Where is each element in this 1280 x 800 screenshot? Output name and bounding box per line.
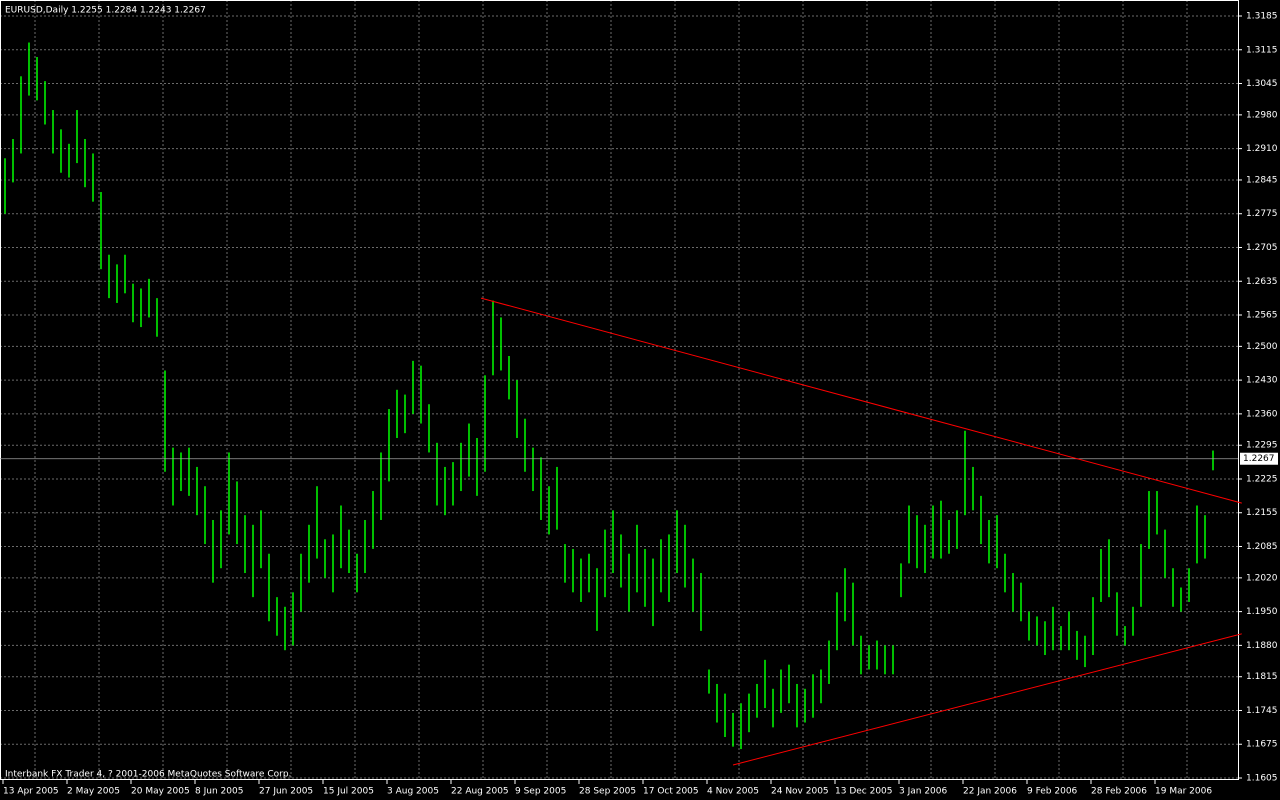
y-tick-label: 1.1815 <box>1246 672 1278 682</box>
x-tick-label: 13 Apr 2005 <box>3 787 59 797</box>
x-tick-label: 22 Jan 2006 <box>963 787 1017 797</box>
footer: Interbank FX Trader 4, ? 2001-2006 MetaQ… <box>5 770 291 780</box>
trendline <box>480 297 1242 504</box>
chart-title: EURUSD,Daily 1.2255 1.2284 1.2243 1.2267 <box>5 6 206 16</box>
trendline <box>732 633 1242 766</box>
y-tick-label: 1.2225 <box>1246 474 1278 484</box>
x-tick-label: 9 Sep 2005 <box>515 787 566 797</box>
x-tick-label: 24 Nov 2005 <box>771 787 829 797</box>
y-tick-label: 1.3045 <box>1246 79 1278 89</box>
y-tick-label: 1.2360 <box>1246 409 1278 419</box>
y-tick-label: 1.1880 <box>1246 641 1278 651</box>
y-tick-label: 1.2845 <box>1246 175 1278 185</box>
y-tick-label: 1.2020 <box>1246 573 1278 583</box>
current-price-box <box>1240 452 1278 465</box>
y-tick-label: 1.1605 <box>1246 774 1278 784</box>
x-tick-label: 8 Jun 2005 <box>195 787 243 797</box>
x-tick-label: 9 Feb 2006 <box>1027 787 1078 797</box>
y-tick-label: 1.3115 <box>1246 45 1278 55</box>
x-tick-label: 17 Oct 2005 <box>643 787 699 797</box>
y-tick-label: 1.1675 <box>1246 740 1278 750</box>
x-tick-label: 20 May 2005 <box>131 787 190 797</box>
x-tick-label: 2 May 2005 <box>67 787 120 797</box>
y-tick-label: 1.2775 <box>1246 209 1278 219</box>
y-tick-label: 1.2980 <box>1246 110 1278 120</box>
y-tick-label: 1.1745 <box>1246 706 1278 716</box>
x-tick-label: 3 Aug 2005 <box>387 787 439 797</box>
plot-frame <box>0 0 1239 780</box>
y-tick-label: 1.3185 <box>1246 12 1278 22</box>
y-tick-label: 1.2635 <box>1246 277 1278 287</box>
x-tick-label: 3 Jan 2006 <box>899 787 947 797</box>
y-tick-label: 1.2155 <box>1246 508 1278 518</box>
y-tick-label: 1.2085 <box>1246 542 1278 552</box>
y-tick-label: 1.2910 <box>1246 144 1278 154</box>
x-tick-label: 22 Aug 2005 <box>451 787 509 797</box>
x-tick-label: 19 Mar 2006 <box>1155 787 1212 797</box>
current-price-label: 1.2267 <box>1243 454 1275 464</box>
x-tick-label: 15 Jul 2005 <box>323 787 374 797</box>
y-tick-label: 1.2705 <box>1246 243 1278 253</box>
x-tick-label: 27 Jun 2005 <box>259 787 313 797</box>
y-tick-label: 1.2295 <box>1246 441 1278 451</box>
y-tick-label: 1.1950 <box>1246 607 1278 617</box>
x-tick-label: 4 Nov 2005 <box>707 787 759 797</box>
y-tick-label: 1.2430 <box>1246 376 1278 386</box>
y-tick-label: 1.2500 <box>1246 342 1278 352</box>
y-tick-label: 1.2565 <box>1246 311 1278 321</box>
x-tick-label: 13 Dec 2005 <box>835 787 893 797</box>
x-tick-label: 28 Sep 2005 <box>579 787 636 797</box>
x-tick-label: 28 Feb 2006 <box>1091 787 1147 797</box>
